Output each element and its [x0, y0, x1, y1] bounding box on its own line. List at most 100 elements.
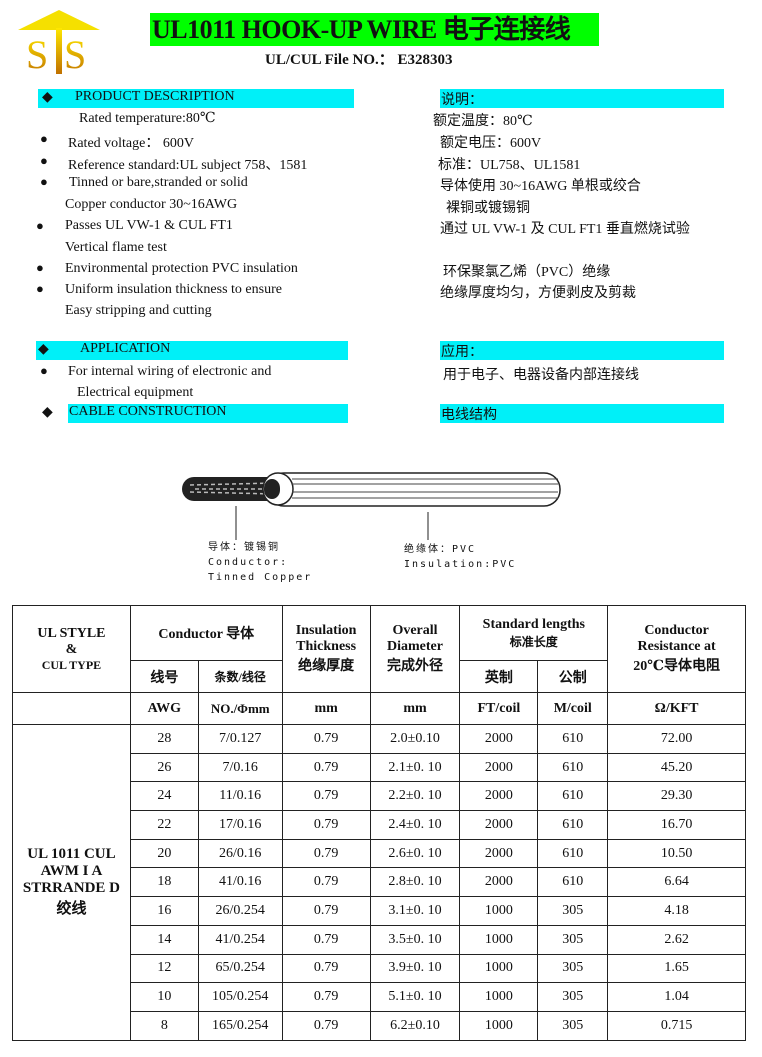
- table-row: 26 7/0.16 0.79 2.1±0. 10 2000 610 45.20: [13, 752, 746, 783]
- desc-line-cn: 通过 UL VW-1 及 CUL FT1 垂直燃烧试验: [440, 222, 690, 237]
- table-row: 24 11/0.16 0.79 2.2±0. 10 2000 610 29.30: [13, 781, 746, 812]
- table-cell: 2000: [459, 752, 539, 783]
- table-row: UL 1011 CUL AWM I A STRRANDE D绞线 28 7/0.12…: [12, 724, 746, 1041]
- svg-text:S: S: [26, 32, 48, 76]
- table-row: 18 41/0.16 0.79 2.8±0. 10 2000 610 6.64: [13, 867, 746, 898]
- table-cell: 29.30: [607, 781, 746, 812]
- style-cell: UL 1011 CUL AWM I A STRRANDE D绞线: [12, 724, 131, 1041]
- table-cell: 1.65: [607, 953, 746, 984]
- desc-line-cn: 裸铜或镀锡铜: [446, 201, 530, 216]
- table-cell: 0.79: [281, 810, 371, 840]
- table-cell: 2000: [459, 867, 539, 898]
- section-bar-construction: [68, 404, 348, 423]
- app-line: For internal wiring of electronic and: [68, 364, 272, 379]
- table-cell: 2000: [459, 781, 539, 812]
- conductor-label-material: Tinned Copper: [208, 572, 313, 583]
- table-cell: 65/0.254: [197, 953, 283, 984]
- table-cell: 28: [129, 724, 199, 754]
- table-cell: 0.79: [281, 781, 371, 812]
- desc-line-cn: 标准：UL758、UL1581: [438, 158, 581, 173]
- header-insulation: Insulation Thickness 绝缘厚度: [281, 605, 371, 693]
- conductor-label-en: Conductor:: [208, 557, 289, 568]
- desc-line: Passes UL VW-1 & CUL FT1: [65, 218, 233, 233]
- app-line: Electrical equipment: [77, 385, 194, 400]
- diamond-icon: ◆: [42, 90, 53, 105]
- table-cell: 10.50: [607, 838, 746, 869]
- table-cell: 0.79: [281, 896, 371, 926]
- table-cell: 18: [129, 867, 199, 898]
- section-bar-application: [36, 341, 348, 360]
- document-title: UL1011 HOOK-UP WIRE 电子连接线: [150, 13, 599, 46]
- table-cell: 6.64: [607, 867, 746, 898]
- section-heading-cn: 电线结构: [441, 408, 497, 423]
- header-resistance: Conductor Resistance at 20℃导体电阻: [607, 605, 746, 693]
- desc-line: Easy stripping and cutting: [65, 303, 212, 318]
- bullet-icon: ●: [40, 131, 48, 146]
- table-cell: 1000: [459, 924, 539, 955]
- table-cell: 0.79: [281, 838, 371, 869]
- sts-logo: S S: [18, 10, 100, 76]
- table-cell: 0.79: [281, 752, 371, 783]
- section-bar-construction-cn: [440, 404, 724, 423]
- table-cell: 2.4±0. 10: [369, 810, 461, 840]
- table-cell: 4.18: [607, 896, 746, 926]
- file-number: UL/CUL File NO.： E328303: [265, 52, 453, 68]
- table-cell: 0.79: [281, 924, 371, 955]
- table-cell: 1000: [459, 953, 539, 984]
- section-heading: PRODUCT DESCRIPTION: [75, 89, 235, 104]
- desc-line: Rated temperature:80℃: [79, 111, 216, 126]
- unit-cell: FT/coil: [459, 692, 539, 725]
- table-cell: 7/0.127: [197, 724, 283, 754]
- insulation-label-cn: 绝缘体：PVC: [404, 544, 477, 555]
- table-cell: 5.1±0. 10: [369, 982, 461, 1012]
- header-strand-cn: 条数/线径: [197, 660, 283, 693]
- table-cell: 2000: [459, 724, 539, 754]
- table-cell: 22: [129, 810, 199, 840]
- header-style-cont: [12, 692, 131, 725]
- table-cell: 305: [537, 896, 609, 926]
- diamond-icon: ◆: [42, 405, 53, 420]
- table-row: 22 17/0.16 0.79 2.4±0. 10 2000 610 16.70: [13, 810, 746, 840]
- unit-cell: AWG: [129, 692, 199, 725]
- header-imperial-cn: 英制: [459, 660, 539, 693]
- unit-cell: Ω/KFT: [607, 692, 746, 725]
- table-row: 16 26/0.254 0.79 3.1±0. 10 1000 305 4.18: [13, 896, 746, 926]
- table-cell: 0.79: [281, 982, 371, 1012]
- table-cell: 24: [129, 781, 199, 812]
- table-cell: 0.79: [281, 953, 371, 984]
- section-heading: APPLICATION: [80, 341, 171, 356]
- unit-cell: M/coil: [537, 692, 609, 725]
- table-cell: 105/0.254: [197, 982, 283, 1012]
- desc-line: Environmental protection PVC insulation: [65, 261, 298, 276]
- header-style: UL STYLE & CUL TYPE: [12, 605, 131, 693]
- table-cell: 45.20: [607, 752, 746, 783]
- table-cell: 26: [129, 752, 199, 783]
- table-cell: 0.79: [281, 867, 371, 898]
- table-cell: 12: [129, 953, 199, 984]
- bullet-icon: ●: [40, 153, 48, 168]
- conductor-label-cn: 导体：镀锡铜: [208, 542, 280, 553]
- table-cell: 2.6±0. 10: [369, 838, 461, 869]
- section-heading-cn: 说明：: [441, 93, 483, 108]
- table-cell: 0.79: [281, 1010, 371, 1041]
- units-row: AWG NO./Φmm mm mm FT/coil M/coil Ω/KFT: [12, 692, 746, 725]
- svg-text:S: S: [64, 32, 86, 76]
- desc-line: Tinned or bare,stranded or solid: [69, 175, 248, 190]
- section-bar-application-cn: [440, 341, 724, 360]
- table-cell: 2.1±0. 10: [369, 752, 461, 783]
- header-conductor: Conductor 导体: [129, 605, 283, 661]
- table-cell: 72.00: [607, 724, 746, 754]
- diamond-icon: ◆: [38, 342, 49, 357]
- section-heading-cn: 应用：: [441, 345, 483, 360]
- table-row: 10 105/0.254 0.79 5.1±0. 10 1000 305 1.04: [13, 982, 746, 1012]
- desc-line-cn: 额定电压：600V: [440, 136, 542, 151]
- table-cell: 1000: [459, 896, 539, 926]
- spec-table: UL STYLE & CUL TYPE Conductor 导体 Insulatio…: [12, 605, 746, 1041]
- desc-line-cn: 导体使用 30~16AWG 单根或绞合: [440, 179, 641, 194]
- table-cell: 14: [129, 924, 199, 955]
- header-lengths: Standard lengths 标准长度: [459, 605, 609, 661]
- table-cell: 610: [537, 724, 609, 754]
- desc-line: Copper conductor 30~16AWG: [65, 197, 238, 212]
- table-row: 20 26/0.16 0.79 2.6±0. 10 2000 610 10.50: [13, 838, 746, 869]
- unit-cell: NO./Φmm: [197, 692, 283, 725]
